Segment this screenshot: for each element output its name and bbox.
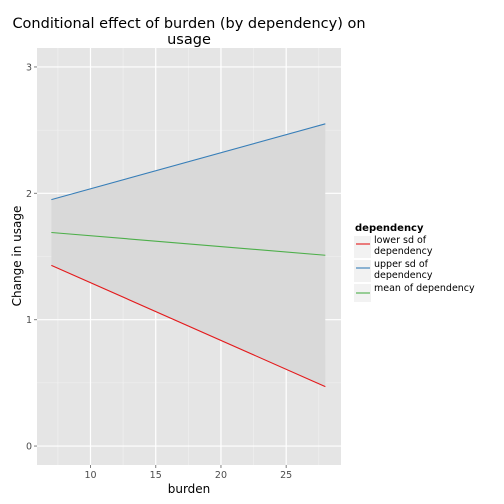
chart-title-line-1: Conditional effect of burden (by depende… (12, 16, 365, 32)
legend-label-3: mean of dependency (374, 283, 475, 294)
series-line-1 (51, 264, 326, 388)
plot-area: 10 15 20 25 0 1 2 3 (26, 48, 341, 481)
confidence-ribbon (51, 123, 326, 387)
y-tick-label: 2 (26, 189, 32, 200)
y-tick-label: 0 (26, 442, 32, 453)
x-tick-label: 10 (84, 470, 96, 481)
legend-label-1: dependency (374, 246, 433, 257)
legend-key-2 (354, 260, 371, 282)
legend-label-2: dependency (374, 270, 433, 281)
series-line-3 (51, 231, 326, 256)
legend-label-1: lower sd of (374, 235, 427, 246)
chart-title-line-2: usage (167, 32, 211, 48)
x-tick-label: 15 (150, 470, 162, 481)
x-tick-label: 25 (280, 470, 292, 481)
series-line-2 (51, 123, 326, 201)
y-axis-title: Change in usage (10, 206, 24, 307)
y-tick-label: 3 (26, 62, 32, 73)
legend-label-2: upper sd of (374, 259, 429, 270)
x-axis-title: burden (168, 482, 211, 496)
y-tick-label: 1 (26, 315, 32, 326)
legend-key-1 (354, 236, 371, 258)
legend-title: dependency (355, 223, 424, 234)
x-tick-label: 20 (215, 470, 227, 481)
